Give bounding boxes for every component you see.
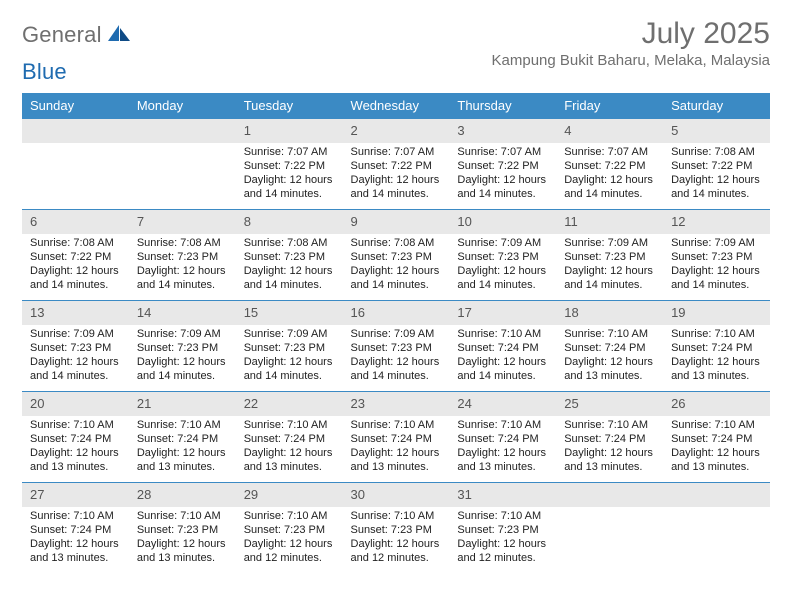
location-text: Kampung Bukit Baharu, Melaka, Malaysia [492, 52, 770, 69]
day-number-cell: 20 [22, 391, 129, 416]
header-right: July 2025 Kampung Bukit Baharu, Melaka, … [492, 18, 770, 69]
brand-sail-icon [106, 23, 132, 48]
day-detail-cell: Sunrise: 7:10 AMSunset: 7:24 PMDaylight:… [556, 325, 663, 392]
day-detail-row: Sunrise: 7:07 AMSunset: 7:22 PMDaylight:… [22, 143, 770, 210]
day-number-cell: 8 [236, 209, 343, 234]
day-number-cell: 31 [449, 482, 556, 507]
day-detail-cell [22, 143, 129, 210]
day-detail-cell [663, 507, 770, 573]
day-detail-cell: Sunrise: 7:09 AMSunset: 7:23 PMDaylight:… [343, 325, 450, 392]
day-number-cell [556, 482, 663, 507]
day-detail-cell: Sunrise: 7:08 AMSunset: 7:22 PMDaylight:… [663, 143, 770, 210]
weekday-header: Monday [129, 93, 236, 119]
day-number-cell: 30 [343, 482, 450, 507]
calendar-body: 12345Sunrise: 7:07 AMSunset: 7:22 PMDayl… [22, 118, 770, 573]
day-detail-cell: Sunrise: 7:08 AMSunset: 7:23 PMDaylight:… [129, 234, 236, 301]
day-number-cell: 26 [663, 391, 770, 416]
day-detail-cell: Sunrise: 7:10 AMSunset: 7:24 PMDaylight:… [663, 416, 770, 483]
day-number-cell: 6 [22, 209, 129, 234]
calendar-table: Sunday Monday Tuesday Wednesday Thursday… [22, 93, 770, 573]
day-detail-cell: Sunrise: 7:07 AMSunset: 7:22 PMDaylight:… [343, 143, 450, 210]
day-detail-cell: Sunrise: 7:10 AMSunset: 7:24 PMDaylight:… [22, 416, 129, 483]
day-number-cell: 4 [556, 118, 663, 143]
day-number-cell: 9 [343, 209, 450, 234]
day-number-row: 20212223242526 [22, 391, 770, 416]
day-number-cell: 23 [343, 391, 450, 416]
day-number-row: 12345 [22, 118, 770, 143]
day-detail-cell: Sunrise: 7:10 AMSunset: 7:23 PMDaylight:… [236, 507, 343, 573]
weekday-header-row: Sunday Monday Tuesday Wednesday Thursday… [22, 93, 770, 119]
month-title: July 2025 [492, 18, 770, 50]
day-number-cell: 2 [343, 118, 450, 143]
day-number-cell: 16 [343, 300, 450, 325]
day-number-cell: 3 [449, 118, 556, 143]
day-number-cell: 22 [236, 391, 343, 416]
day-detail-cell: Sunrise: 7:09 AMSunset: 7:23 PMDaylight:… [129, 325, 236, 392]
day-number-cell: 15 [236, 300, 343, 325]
day-detail-cell: Sunrise: 7:10 AMSunset: 7:24 PMDaylight:… [129, 416, 236, 483]
day-detail-row: Sunrise: 7:09 AMSunset: 7:23 PMDaylight:… [22, 325, 770, 392]
day-detail-cell: Sunrise: 7:10 AMSunset: 7:24 PMDaylight:… [343, 416, 450, 483]
day-detail-cell: Sunrise: 7:09 AMSunset: 7:23 PMDaylight:… [22, 325, 129, 392]
day-number-cell: 19 [663, 300, 770, 325]
day-detail-cell: Sunrise: 7:10 AMSunset: 7:24 PMDaylight:… [236, 416, 343, 483]
day-number-cell: 17 [449, 300, 556, 325]
weekday-header: Saturday [663, 93, 770, 119]
day-detail-cell: Sunrise: 7:09 AMSunset: 7:23 PMDaylight:… [556, 234, 663, 301]
day-detail-cell: Sunrise: 7:07 AMSunset: 7:22 PMDaylight:… [236, 143, 343, 210]
day-number-cell: 5 [663, 118, 770, 143]
day-number-cell: 21 [129, 391, 236, 416]
weekday-header: Thursday [449, 93, 556, 119]
weekday-header: Tuesday [236, 93, 343, 119]
day-number-cell: 18 [556, 300, 663, 325]
day-number-row: 6789101112 [22, 209, 770, 234]
brand-logo: General [22, 18, 134, 48]
day-detail-row: Sunrise: 7:08 AMSunset: 7:22 PMDaylight:… [22, 234, 770, 301]
calendar-page: General July 2025 Kampung Bukit Baharu, … [0, 0, 792, 583]
day-detail-cell: Sunrise: 7:10 AMSunset: 7:24 PMDaylight:… [663, 325, 770, 392]
day-detail-cell: Sunrise: 7:10 AMSunset: 7:24 PMDaylight:… [556, 416, 663, 483]
day-detail-cell: Sunrise: 7:10 AMSunset: 7:23 PMDaylight:… [343, 507, 450, 573]
day-number-cell: 14 [129, 300, 236, 325]
day-number-cell [663, 482, 770, 507]
day-detail-cell: Sunrise: 7:08 AMSunset: 7:23 PMDaylight:… [343, 234, 450, 301]
day-number-cell: 27 [22, 482, 129, 507]
day-detail-cell: Sunrise: 7:10 AMSunset: 7:23 PMDaylight:… [129, 507, 236, 573]
day-detail-cell [556, 507, 663, 573]
day-number-cell: 12 [663, 209, 770, 234]
day-detail-cell: Sunrise: 7:08 AMSunset: 7:22 PMDaylight:… [22, 234, 129, 301]
weekday-header: Sunday [22, 93, 129, 119]
day-number-cell [22, 118, 129, 143]
day-detail-cell: Sunrise: 7:10 AMSunset: 7:24 PMDaylight:… [449, 416, 556, 483]
day-detail-cell: Sunrise: 7:10 AMSunset: 7:24 PMDaylight:… [22, 507, 129, 573]
day-number-row: 2728293031 [22, 482, 770, 507]
day-number-row: 13141516171819 [22, 300, 770, 325]
day-number-cell: 10 [449, 209, 556, 234]
day-detail-cell: Sunrise: 7:10 AMSunset: 7:23 PMDaylight:… [449, 507, 556, 573]
day-number-cell: 25 [556, 391, 663, 416]
day-detail-cell: Sunrise: 7:10 AMSunset: 7:24 PMDaylight:… [449, 325, 556, 392]
day-number-cell: 29 [236, 482, 343, 507]
day-number-cell: 28 [129, 482, 236, 507]
day-number-cell: 1 [236, 118, 343, 143]
day-number-cell [129, 118, 236, 143]
brand-text-2: Blue [22, 59, 67, 85]
day-detail-cell: Sunrise: 7:08 AMSunset: 7:23 PMDaylight:… [236, 234, 343, 301]
day-number-cell: 13 [22, 300, 129, 325]
day-detail-row: Sunrise: 7:10 AMSunset: 7:24 PMDaylight:… [22, 416, 770, 483]
day-number-cell: 24 [449, 391, 556, 416]
day-detail-cell [129, 143, 236, 210]
day-detail-cell: Sunrise: 7:07 AMSunset: 7:22 PMDaylight:… [449, 143, 556, 210]
day-detail-row: Sunrise: 7:10 AMSunset: 7:24 PMDaylight:… [22, 507, 770, 573]
day-detail-cell: Sunrise: 7:09 AMSunset: 7:23 PMDaylight:… [236, 325, 343, 392]
weekday-header: Wednesday [343, 93, 450, 119]
day-detail-cell: Sunrise: 7:07 AMSunset: 7:22 PMDaylight:… [556, 143, 663, 210]
brand-text-1: General [22, 22, 102, 48]
day-detail-cell: Sunrise: 7:09 AMSunset: 7:23 PMDaylight:… [449, 234, 556, 301]
day-number-cell: 11 [556, 209, 663, 234]
day-number-cell: 7 [129, 209, 236, 234]
weekday-header: Friday [556, 93, 663, 119]
day-detail-cell: Sunrise: 7:09 AMSunset: 7:23 PMDaylight:… [663, 234, 770, 301]
